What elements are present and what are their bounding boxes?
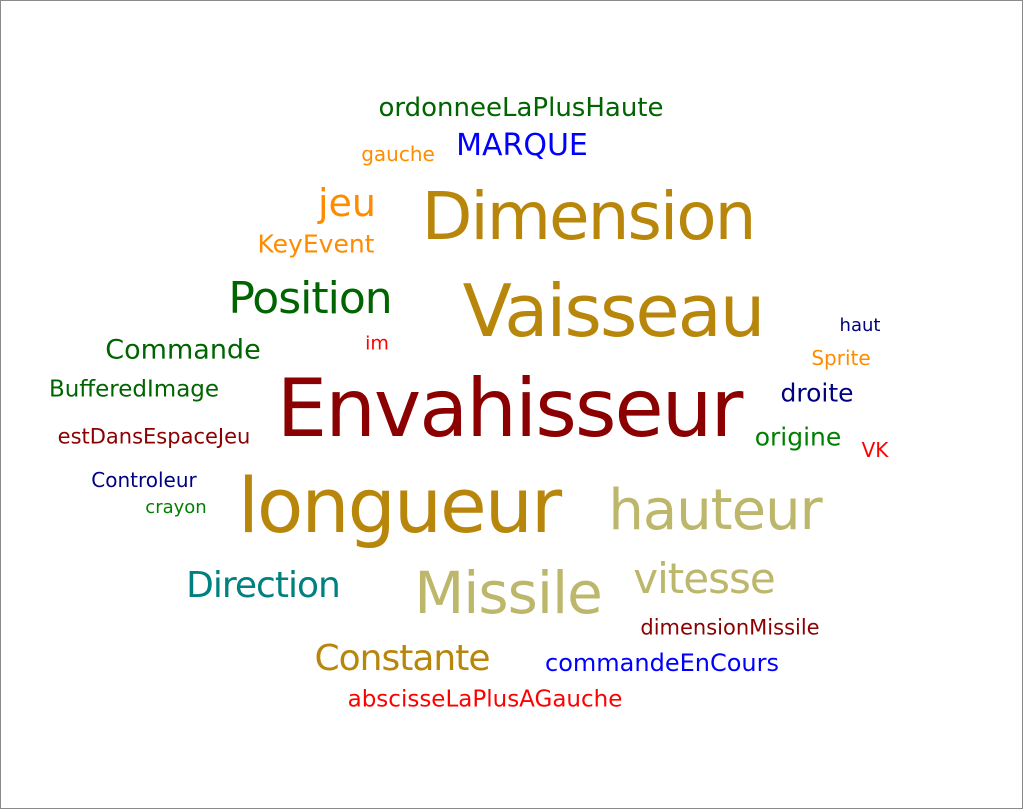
word-ordonneelaplushaute: ordonneeLaPlusHaute xyxy=(378,93,664,123)
word-crayon: crayon xyxy=(145,497,207,518)
word-keyevent: KeyEvent xyxy=(257,229,375,259)
word-sprite: Sprite xyxy=(811,346,871,370)
word-position: Position xyxy=(228,273,392,324)
word-bufferedimage: BufferedImage xyxy=(48,376,220,403)
word-origine: origine xyxy=(754,422,842,452)
word-commande: Commande xyxy=(105,334,261,366)
word-longueur: longueur xyxy=(237,461,562,550)
word-droite: droite xyxy=(780,378,854,408)
word-vitesse: vitesse xyxy=(633,554,775,603)
word-direction: Direction xyxy=(186,565,341,606)
word-estdansespacejeu: estDansEspaceJeu xyxy=(57,424,251,449)
word-dimension: Dimension xyxy=(421,178,757,255)
word-abscisselaplusagauche: abscisseLaPlusAGauche xyxy=(347,686,623,713)
word-gauche: gauche xyxy=(361,142,435,166)
word-dimensionmissile: dimensionMissile xyxy=(640,615,820,640)
word-haut: haut xyxy=(839,315,881,336)
word-constante: Constante xyxy=(314,638,491,679)
word-jeu: jeu xyxy=(317,181,377,225)
word-missile: Missile xyxy=(414,559,603,627)
word-vaisseau: Vaisseau xyxy=(462,269,766,353)
word-im: im xyxy=(365,332,389,355)
word-envahisseur: Envahisseur xyxy=(276,362,744,455)
word-commandeencours: commandeEnCours xyxy=(545,649,779,677)
word-marque: MARQUE xyxy=(456,128,588,163)
word-hauteur: hauteur xyxy=(608,478,822,543)
word-vk: VK xyxy=(861,438,889,462)
word-controleur: Controleur xyxy=(91,468,197,492)
